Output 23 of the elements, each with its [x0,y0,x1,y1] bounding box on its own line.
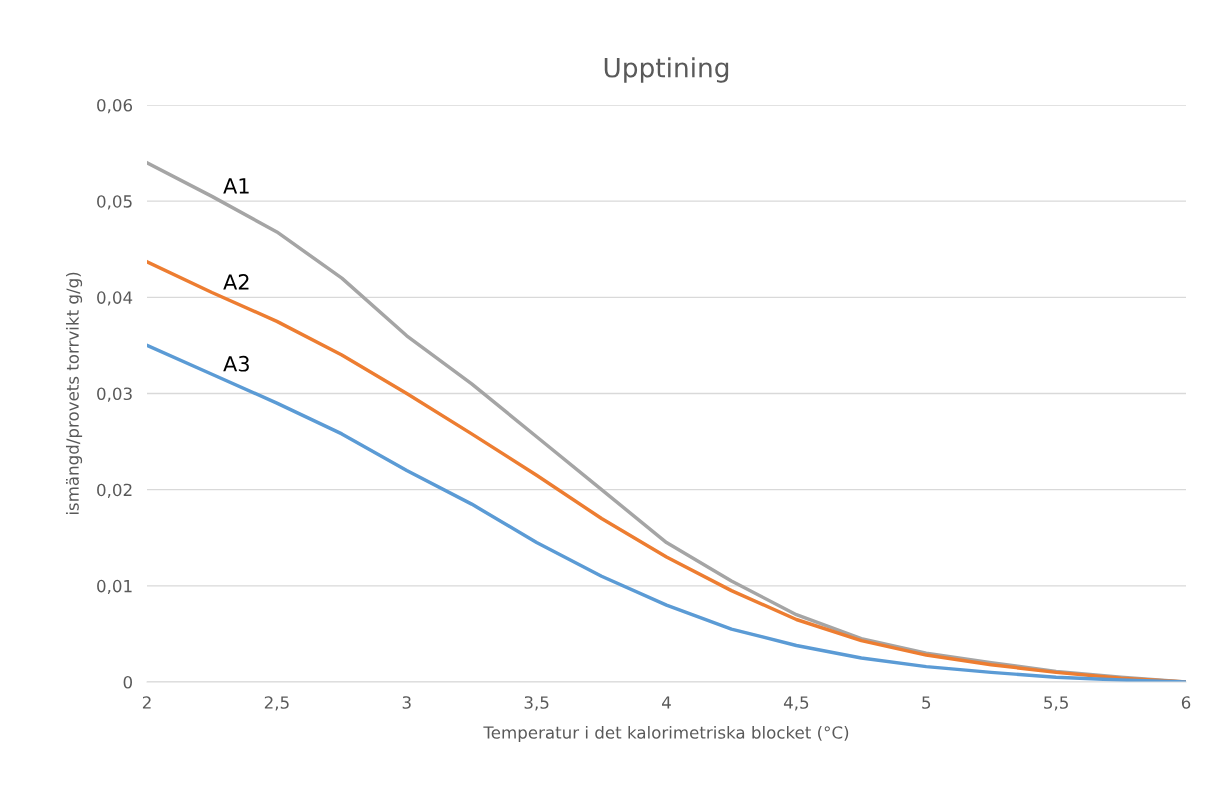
y-axis-title: ismängd/provets torrvikt g/g) [65,272,83,515]
x-tick-label: 2,5 [264,696,289,711]
y-tick-label: 0,02 [97,483,132,498]
y-tick-label: 0,01 [97,579,132,595]
series-label: A3 [223,355,249,372]
x-tick-label: 6 [1181,696,1191,709]
x-tick-label: 5,5 [1044,696,1068,711]
y-tick-label: 0,06 [97,98,133,114]
x-tick-label: 4,5 [783,696,809,711]
x-tick-label: 2 [142,696,151,709]
y-tick-label: 0 [123,675,132,689]
y-tick-label: 0,03 [97,387,132,402]
x-axis-title: Temperatur i det kalorimetriska blocket (°C) [483,725,849,743]
y-tick-label: 0,04 [97,291,133,306]
x-tick-label: 3,5 [524,696,549,711]
line-series [147,343,1186,682]
x-tick-label: 4 [662,696,671,709]
series-label: A2 [223,274,249,290]
chart-title: Upptining [604,57,729,83]
x-tick-label: 3 [402,696,411,709]
series-label: A1 [223,178,249,194]
x-tick-label: 5 [922,696,931,709]
y-tick-label: 0,05 [97,195,132,210]
